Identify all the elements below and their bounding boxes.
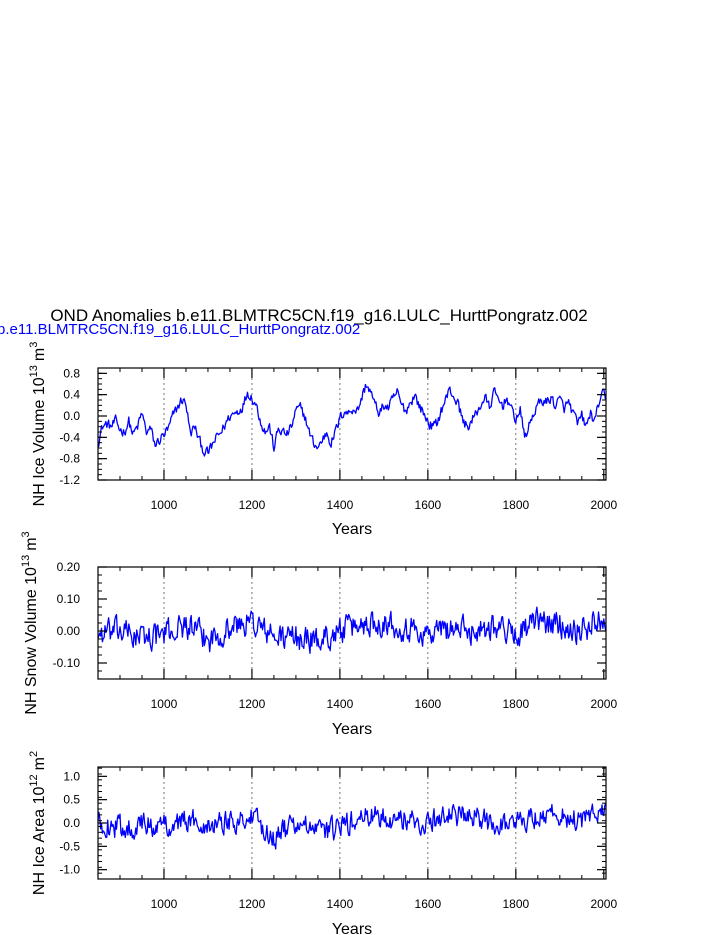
chart-title: OND Anomalies b.e11.BLMTRC5CN.f19_g16.LU… [50,306,587,325]
x-tick-label: 1800 [502,897,529,911]
chart-panel-3: 1000 1200 1400 1600 1800 2000 1.0 0.5 0.0 -0.5 -1.… [28,751,617,935]
x-tick-label: 1000 [151,897,178,911]
y-axis-label: NH Ice Area 1012m2 [28,751,48,895]
y-tick-label: 0.5 [63,793,80,807]
x-tick-label: 1800 [502,697,529,711]
x-tick-label: 1200 [239,697,266,711]
y-tick-label: -0.10 [53,656,81,670]
series-line [97,606,607,655]
y-tick-label: 0.00 [57,624,81,638]
y-tick-label: -1.2 [59,473,80,487]
y-tick-label: -0.5 [59,839,80,853]
plot-frame [97,367,607,481]
y-tick-label: 0.10 [57,592,81,606]
x-tick-label: 2000 [590,697,617,711]
y-tick-label: 1.0 [63,769,80,783]
x-tick-label: 1200 [239,897,266,911]
y-tick-label: 0.4 [63,388,80,402]
y-axis-label: NH Ice Volume 1013m3 [28,342,48,507]
x-axis-label: Years [332,521,372,538]
y-tick-label: 0.0 [63,409,80,423]
x-tick-label: 1800 [502,498,529,512]
x-tick-label: 1400 [327,498,354,512]
x-axis-label: Years [332,721,372,738]
x-tick-label: 1000 [151,697,178,711]
series-line [97,383,607,457]
x-tick-label: 1200 [239,498,266,512]
x-tick-label: 1400 [327,897,354,911]
x-tick-label: 1600 [415,897,442,911]
y-tick-label: -1.0 [59,863,80,877]
y-tick-label: -0.4 [59,430,80,444]
y-tick-label: 0.20 [57,560,81,574]
y-tick-label: 0.0 [63,816,80,830]
x-tick-label: 2000 [590,897,617,911]
y-axis-label: NH Snow Volume 1013m3 [20,531,40,714]
x-tick-label: 1600 [415,697,442,711]
x-tick-label: 2000 [590,498,617,512]
y-tick-label: 0.8 [63,366,80,380]
x-tick-label: 1400 [327,697,354,711]
chart-panel-2: 1000 1200 1400 1600 1800 2000 0.20 0.10 0.00 -0.1… [20,531,617,738]
x-tick-label: 1600 [415,498,442,512]
chart-panel-1: 1000 1200 1400 1600 1800 2000 0.8 0.4 0.0 -0.4 -0.… [28,342,617,538]
chart-subtitle: b.e11.BLMTRC5CN.f19_g16.LULC_HurttPongra… [0,321,360,338]
x-tick-label: 1000 [151,498,178,512]
x-axis-label: Years [332,921,372,935]
y-tick-label: -0.8 [59,452,80,466]
series-line [97,803,607,850]
